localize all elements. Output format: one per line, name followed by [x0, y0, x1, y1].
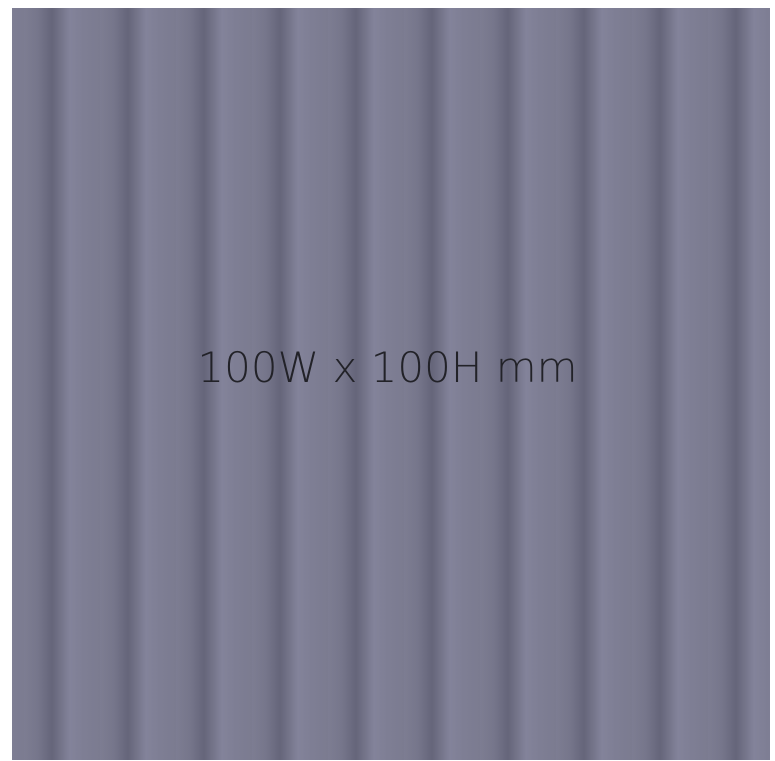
size-label: 100W x 100H mm: [197, 343, 578, 392]
fluted-swatch: [12, 8, 770, 760]
